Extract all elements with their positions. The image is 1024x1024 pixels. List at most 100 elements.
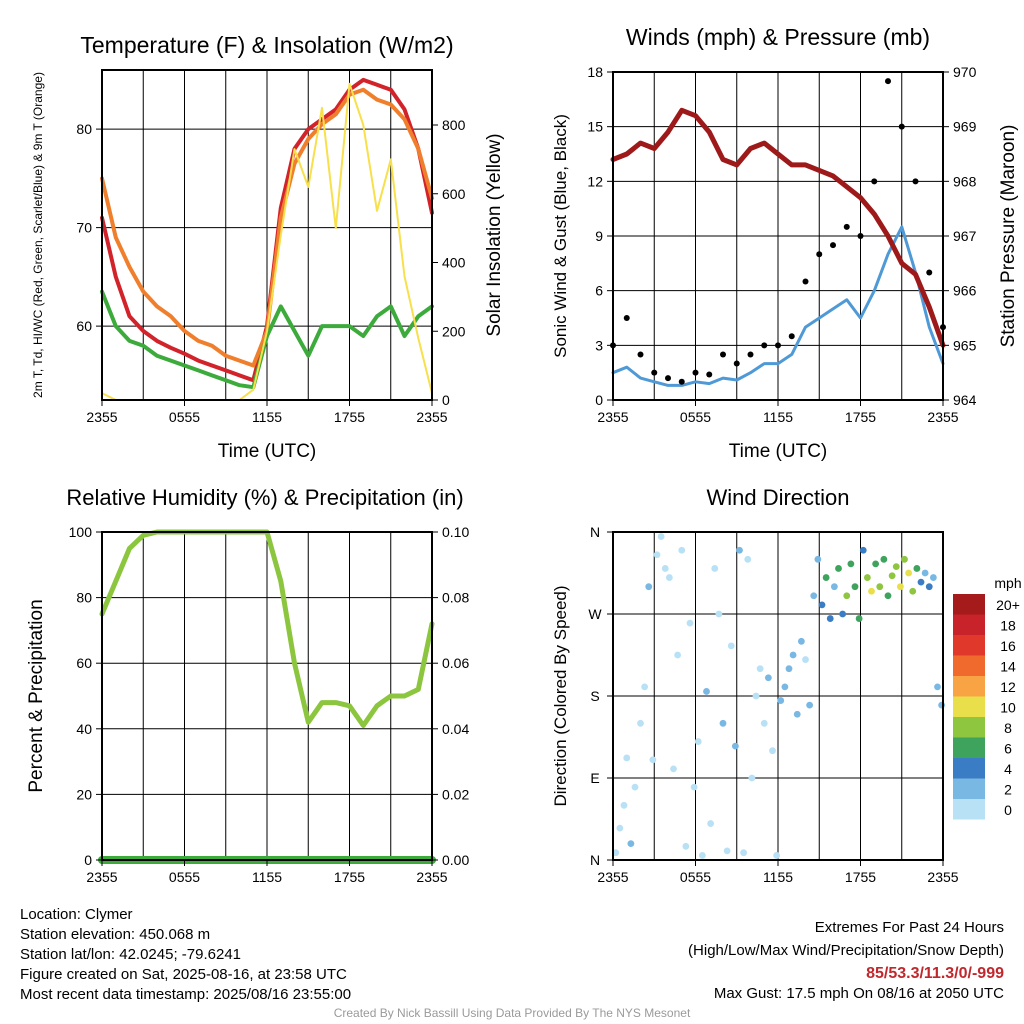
direction-point <box>872 560 880 568</box>
x-tick-label: 0555 <box>680 409 711 425</box>
gust-point <box>871 178 878 185</box>
y-axis-label-right: Solar Insolation (Yellow) <box>484 133 505 336</box>
direction-point <box>616 824 624 832</box>
direction-point <box>711 565 719 572</box>
y-tick-label: 60 <box>76 655 92 671</box>
direction-point <box>925 583 933 591</box>
direction-point <box>637 719 644 727</box>
y-tick-label: 40 <box>76 721 92 737</box>
direction-point <box>859 546 867 554</box>
x-tick-label: 2355 <box>927 409 958 425</box>
direction-point <box>631 783 639 791</box>
y-tick-label: N <box>590 524 600 540</box>
y-tick-label-right: 966 <box>953 283 977 299</box>
direction-point <box>769 747 776 755</box>
direction-point <box>892 563 900 571</box>
direction-point <box>929 574 937 581</box>
direction-point <box>818 601 826 609</box>
x-tick-label: 0555 <box>169 409 200 425</box>
y-tick-label: 6 <box>595 283 603 299</box>
y-tick-label-right: 200 <box>442 323 466 339</box>
legend-swatch <box>953 799 985 820</box>
speed-legend: mph 20+ 18 16 14 12 10 8 6 4 2 0 <box>953 575 1022 820</box>
gust-point <box>843 223 850 230</box>
station-location: Location: Clymer <box>20 906 133 923</box>
y-tick-label: 60 <box>76 318 92 334</box>
y-tick-label: 80 <box>76 121 92 137</box>
direction-point <box>641 683 649 691</box>
legend-swatch <box>953 737 985 758</box>
y-tick-label-right: 800 <box>442 117 466 133</box>
direction-point <box>876 583 884 591</box>
x-axis-label: Time (UTC) <box>729 441 828 462</box>
chart-title: Relative Humidity (%) & Precipitation (i… <box>66 485 463 510</box>
y-tick-label: 9 <box>595 228 603 244</box>
legend-label: 16 <box>1000 638 1016 654</box>
gust-point <box>747 351 754 358</box>
gust-point <box>651 369 658 376</box>
y-axis-label: Direction (Colored By Speed) <box>551 585 570 806</box>
x-tick-label: 2355 <box>416 409 447 425</box>
humidity-chart: 0 20 40 60 80 100 0.00 0.02 0.04 0.06 0.08 0.10 2355… <box>26 485 469 885</box>
direction-point <box>744 555 752 563</box>
y-tick-label: 0 <box>84 852 92 868</box>
direction-point <box>814 555 822 563</box>
y-tick-label: 15 <box>587 119 603 135</box>
x-tick-label: 1155 <box>763 409 793 425</box>
legend-label: 10 <box>1000 700 1016 716</box>
direction-point <box>715 610 723 618</box>
direction-point <box>802 656 809 663</box>
direction-point <box>682 842 690 850</box>
gust-point <box>912 178 919 185</box>
direction-point <box>645 583 653 591</box>
direction-point <box>665 574 673 581</box>
direction-point <box>777 697 785 704</box>
direction-point <box>880 555 888 563</box>
legend-swatch <box>953 696 985 717</box>
y-tick-label-right: 967 <box>953 228 977 244</box>
direction-point <box>793 710 801 718</box>
direction-point <box>896 583 904 591</box>
direction-point <box>731 742 739 750</box>
y-tick-label-right: 0.02 <box>442 786 469 802</box>
legend-swatch <box>953 655 985 676</box>
direction-point <box>855 615 863 622</box>
direction-point <box>839 610 847 618</box>
direction-point <box>785 665 793 673</box>
direction-point <box>797 637 805 645</box>
legend-label: 0 <box>1004 802 1012 818</box>
direction-point <box>917 578 925 586</box>
direction-point <box>707 820 715 827</box>
direction-point <box>686 619 694 627</box>
legend-label: 2 <box>1004 782 1012 798</box>
y-tick-label-right: 0.04 <box>442 721 469 737</box>
direction-point <box>913 565 921 572</box>
legend-label: 18 <box>1000 618 1016 634</box>
x-tick-label: 2355 <box>86 869 117 885</box>
y-tick-label: 3 <box>595 337 603 353</box>
station-latlon: Station lat/lon: 42.0245; -79.6241 <box>20 946 242 963</box>
gust-point <box>678 378 685 385</box>
y-axis-label: Sonic Wind & Gust (Blue, Black) <box>551 114 570 358</box>
x-tick-label: 0555 <box>680 869 711 885</box>
footer-credit: Created By Nick Bassill Using Data Provi… <box>333 1006 691 1020</box>
figure-created: Figure created on Sat, 2025-08-16, at 23… <box>20 966 347 983</box>
recent-timestamp: Most recent data timestamp: 2025/08/16 2… <box>20 986 352 1003</box>
chart-title: Temperature (F) & Insolation (W/m2) <box>80 32 453 58</box>
legend-label: 6 <box>1004 741 1012 757</box>
y-axis-label: Percent & Precipitation <box>26 599 47 792</box>
x-tick-label: 1155 <box>763 869 793 885</box>
legend-swatch <box>953 614 985 635</box>
direction-point <box>627 840 635 847</box>
gust-point <box>926 269 933 276</box>
station-info: Location: Clymer Station elevation: 450.… <box>20 905 351 1005</box>
gust-point <box>706 371 713 378</box>
direction-point <box>789 651 797 659</box>
x-tick-label: 2355 <box>86 409 117 425</box>
gust-point <box>775 342 781 349</box>
y-tick-label: 0 <box>595 392 603 408</box>
x-tick-label: 1755 <box>845 409 876 425</box>
direction-point <box>698 852 706 859</box>
